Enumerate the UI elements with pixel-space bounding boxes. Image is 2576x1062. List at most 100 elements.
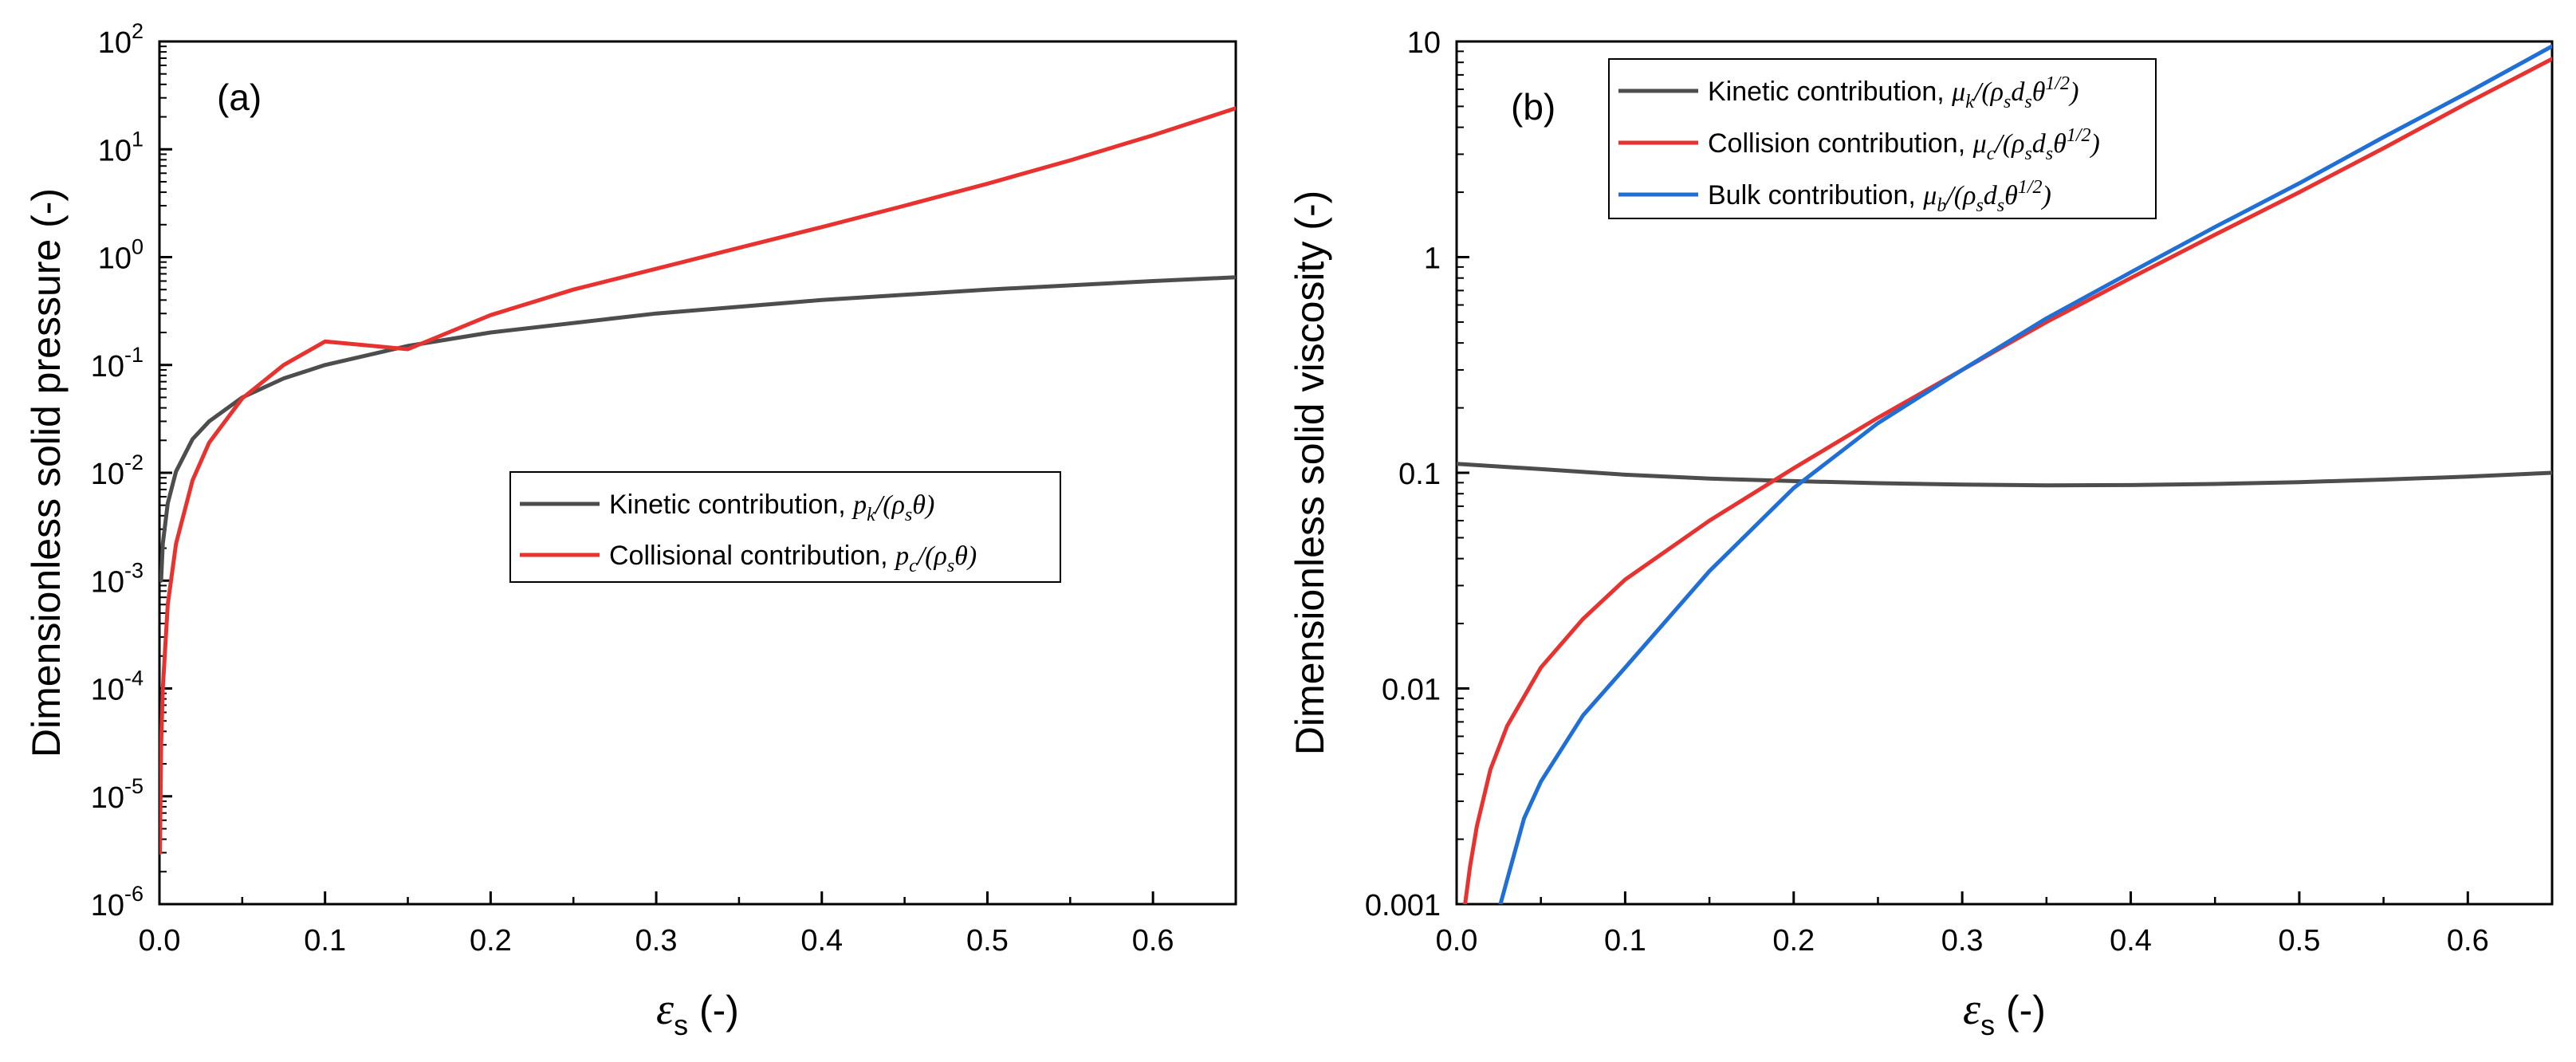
y-tick-base: 10 (98, 134, 132, 167)
y-tick-label: 0.001 (1365, 889, 1441, 922)
legend-math-sup: 1/2 (2018, 177, 2043, 198)
legend-entry: Collision contribution, μc/(ρsdsθ1/2) (1708, 125, 2100, 164)
y-tick-base: 10 (98, 242, 132, 276)
legend-text: Kinetic contribution, (1708, 77, 1952, 107)
legend-math-sup: 1/2 (2067, 125, 2091, 146)
legend-math: p (851, 490, 867, 520)
legend-math-close: ) (2041, 181, 2051, 210)
x-tick-label: 0.4 (2110, 924, 2152, 958)
y-tick-exponent: -3 (124, 558, 144, 582)
y-tick-base: 10 (91, 889, 124, 922)
legend-entry: Kinetic contribution, pk/(ρsθ) (609, 490, 934, 525)
legend-math-tail-sub: s (2004, 92, 2011, 112)
series-group (159, 106, 1236, 855)
x-tick-label: 0.6 (1132, 924, 1174, 958)
legend-box (1608, 58, 2157, 219)
y-axis-label: Dimensionless solid viscosity (-) (1288, 191, 1332, 756)
y-tick-exponent: -1 (124, 343, 144, 367)
x-label-symbol: ε (1963, 985, 1981, 1034)
legend-math-mid-sub: s (1997, 195, 2004, 216)
y-tick-label: 10-2 (91, 450, 144, 491)
series-line-bulk (1498, 44, 2552, 904)
y-tick-exponent: -5 (124, 774, 144, 798)
legend-text: Bulk contribution, (1708, 180, 1923, 210)
y-tick-exponent: -2 (124, 450, 144, 474)
y-tick-base: 10 (91, 350, 124, 384)
legend-math-sub: c (1987, 144, 1996, 164)
legend-math-end: θ (2053, 129, 2067, 159)
legend-text: Collisional contribution, (609, 541, 895, 571)
series-line-collision (1463, 57, 2552, 904)
y-tick-label: 0.01 (1382, 674, 1441, 707)
x-label-subscript: s (1980, 1009, 1995, 1041)
legend-entry: Collisional contribution, pc/(ρsθ) (609, 541, 977, 576)
y-tick-label: 1 (1424, 242, 1441, 276)
y-tick-label: 102 (98, 19, 144, 60)
x-tick-label: 0.1 (1604, 924, 1646, 958)
legend-math-tail-sub: s (947, 556, 954, 576)
chart-panel-b: 0.0 0.1 0.2 0.3 0.4 0.5 0.6 0.001 0.01 0.1 1 10 (b) D… (1288, 26, 2554, 1041)
legend-math-mid: d (1984, 181, 1998, 210)
legend-entry: Kinetic contribution, μk/(ρsdsθ1/2) (1708, 73, 2078, 112)
x-label-suffix: (-) (688, 988, 739, 1032)
y-tick-exponent: 0 (132, 235, 144, 259)
y-tick-label: 10-3 (91, 558, 144, 599)
legend-math: μ (1972, 129, 1987, 159)
y-tick-base: 10 (98, 26, 132, 60)
legend-math-sub: c (909, 556, 918, 576)
x-axis-label: εs (-) (656, 985, 739, 1041)
panel-label: (a) (217, 77, 262, 118)
y-tick-label: 10 (1407, 26, 1441, 60)
legend-math-tail: /(ρ (1993, 129, 2024, 159)
x-label-suffix: (-) (1995, 988, 2046, 1032)
legend-math-end: θ (2004, 181, 2018, 210)
y-tick-label: 100 (98, 235, 144, 276)
y-tick-label: 101 (98, 127, 144, 167)
legend-box (509, 471, 1061, 583)
legend-math-end: θ) (954, 541, 977, 571)
x-label-symbol: ε (656, 985, 674, 1034)
chart-panel-a: 0.0 0.1 0.2 0.3 0.4 0.5 0.610-610-510-410-310-… (24, 19, 1237, 1041)
legend-entry: Bulk contribution, μb/(ρsdsθ1/2) (1708, 177, 2051, 216)
series-line-collision (159, 106, 1236, 855)
y-tick-base: 10 (91, 781, 124, 815)
legend-math: μ (1951, 77, 1965, 107)
x-tick-label: 0.0 (1436, 924, 1478, 958)
legend-math-tail-sub: s (905, 505, 912, 525)
legend-math-tail: /(ρ (916, 541, 947, 571)
legend-math-sup: 1/2 (2045, 73, 2070, 94)
y-tick-label: 10-5 (91, 774, 144, 815)
panel-label: (b) (1511, 86, 1555, 128)
legend-text: Kinetic contribution, (609, 490, 853, 520)
x-tick-label: 0.5 (966, 924, 1009, 958)
y-tick-base: 10 (91, 458, 124, 491)
x-tick-label: 0.3 (635, 924, 678, 958)
legend-math-end: θ) (912, 490, 934, 520)
x-tick-label: 0.6 (2447, 924, 2489, 958)
series-line-kinetic (1457, 462, 2552, 488)
legend-math-tail: /(ρ (1945, 181, 1976, 210)
y-tick-label: 10-6 (91, 882, 144, 922)
legend-math-mid: d (2032, 129, 2047, 159)
y-axis-label: Dimensionless solid pressure (-) (24, 188, 69, 757)
x-axis-label: εs (-) (1963, 985, 2046, 1041)
x-tick-label: 0.4 (800, 924, 843, 958)
legend-math-tail: /(ρ (1972, 77, 2004, 107)
y-tick-label: 10-1 (91, 343, 144, 384)
x-tick-label: 0.1 (304, 924, 346, 958)
legend-math-mid-sub: s (2046, 144, 2053, 164)
legend-math-close: ) (2068, 77, 2078, 107)
legend-math: μ (1922, 181, 1937, 210)
y-tick-exponent: -4 (124, 667, 144, 690)
legend-math-end: θ (2032, 77, 2046, 107)
series-line-kinetic (159, 275, 1236, 583)
legend-math-sub: k (867, 505, 875, 525)
legend-math-close: ) (2090, 129, 2100, 159)
legend-math-tail-sub: s (1976, 195, 1983, 216)
legend-math-mid-sub: s (2024, 92, 2031, 112)
y-tick-base: 10 (91, 565, 124, 599)
legend-math-sub: k (1965, 92, 1974, 112)
series-group (1457, 44, 2552, 904)
x-tick-label: 0.3 (1941, 924, 1984, 958)
